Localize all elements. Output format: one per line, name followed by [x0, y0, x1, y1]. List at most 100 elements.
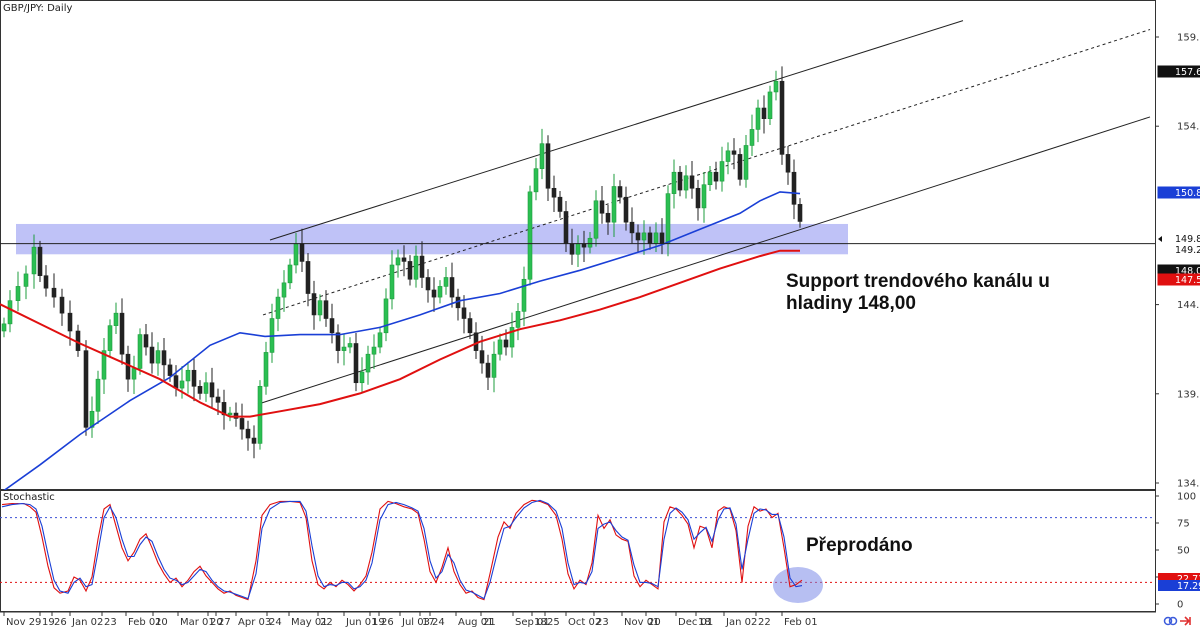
stochastic-tick-label: 75 [1177, 519, 1190, 530]
candle [95, 370, 101, 424]
last-price-marker [1158, 236, 1162, 242]
candle [737, 148, 743, 186]
candle [245, 420, 251, 451]
candle [593, 190, 599, 247]
time-tick-label: 20 [155, 617, 168, 628]
time-tick-label: 24 [269, 617, 282, 628]
candle [635, 224, 641, 253]
candle [107, 319, 113, 357]
oversold-annotation: Přeprodáno [806, 535, 913, 556]
support-annotation-line2: hladiny 148,00 [786, 293, 916, 314]
arrow-right-icon[interactable] [1180, 616, 1191, 626]
svg-text:22.71: 22.71 [1177, 574, 1200, 585]
link-icon[interactable] [1163, 616, 1178, 626]
time-tick-label: May 01 [291, 617, 328, 628]
candle [521, 266, 527, 327]
time-tick-label: 22 [758, 617, 771, 628]
stochastic-label-bg [1, 491, 39, 503]
stochastic-pane: 1007550250 22.7117.29 Stochastic Přeprod… [0, 490, 1200, 612]
time-tick-label: 25 [547, 617, 560, 628]
candle [791, 159, 797, 220]
candle [677, 165, 683, 197]
candle [509, 312, 515, 358]
candle [689, 160, 695, 199]
candle [113, 302, 119, 335]
price-tick-label: 144.58 [1177, 300, 1200, 311]
candle [371, 334, 377, 370]
svg-text:149.24: 149.24 [1175, 245, 1200, 256]
time-tick-label: 21 [483, 617, 496, 628]
candle [7, 290, 13, 333]
candle [275, 288, 281, 332]
candle [641, 220, 647, 255]
time-tick-label: Aug 01 [458, 617, 493, 628]
price-badge-high: 149.80 [1158, 233, 1200, 245]
time-tick-label: 20 [648, 617, 661, 628]
time-tick-label: 22 [320, 617, 333, 628]
candle [365, 345, 371, 385]
candle [377, 326, 383, 354]
candle [413, 245, 419, 288]
candle [353, 332, 359, 392]
time-tick-label: Dec 01 [678, 617, 713, 628]
candle [551, 175, 557, 213]
time-tick-label: Nov 01 [624, 617, 659, 628]
svg-text:157.60: 157.60 [1175, 67, 1200, 78]
price-tick-label: 159.58 [1177, 33, 1200, 44]
ma-red-line [0, 249, 800, 418]
candle [797, 198, 803, 228]
candle [785, 146, 791, 185]
candle [779, 66, 785, 165]
stochastic-axis: 1007550250 [1155, 492, 1196, 611]
chart-tools[interactable] [1163, 616, 1191, 626]
candle [467, 312, 473, 340]
support-annotation-line1: Support trendového kanálu u [786, 271, 1050, 292]
candle [23, 265, 29, 300]
price-tick-label: 134.58 [1177, 479, 1200, 490]
time-tick-label: Oct 02 [568, 617, 601, 628]
candle [539, 128, 545, 180]
time-tick-label: Feb 01 [784, 617, 818, 628]
time-tick-label: Jan 02 [71, 617, 103, 628]
candle [83, 340, 89, 436]
candle [347, 337, 353, 354]
stochastic-tick-label: 0 [1177, 600, 1183, 611]
candle [587, 231, 593, 254]
ma-blue-line [0, 191, 801, 494]
candle [479, 335, 485, 374]
time-tick-label: Nov 29 [6, 617, 41, 628]
candle [143, 324, 149, 356]
time-tick-label: 26 [54, 617, 67, 628]
candle [683, 165, 689, 199]
time-tick-label: 26 [381, 617, 394, 628]
stochastic-tick-label: 100 [1177, 492, 1196, 503]
time-tick-label: 19 [42, 617, 55, 628]
time-tick-label: Jan 02 [725, 617, 757, 628]
candle [605, 204, 611, 235]
candle [599, 185, 605, 224]
candle [437, 280, 443, 304]
candle [263, 341, 269, 395]
candle [227, 406, 233, 422]
candle [401, 245, 407, 277]
time-tick-label: 23 [596, 617, 609, 628]
symbol-label-bg [1, 1, 57, 14]
candle [251, 425, 257, 459]
candle [383, 288, 389, 342]
time-tick-label: 27 [218, 617, 231, 628]
candle [557, 190, 563, 218]
candle [407, 255, 413, 286]
time-tick-label: 18 [698, 617, 711, 628]
candle [359, 357, 365, 394]
candle [89, 396, 95, 438]
candle [719, 146, 725, 192]
time-tick-label: 20 [210, 617, 223, 628]
candle [485, 354, 491, 391]
price-badge-channel-top: 157.60 [1157, 65, 1200, 78]
candle [707, 165, 713, 191]
price-tick-label: 154.58 [1177, 122, 1200, 133]
candle [443, 266, 449, 295]
candle [761, 95, 767, 134]
candle [449, 262, 455, 308]
